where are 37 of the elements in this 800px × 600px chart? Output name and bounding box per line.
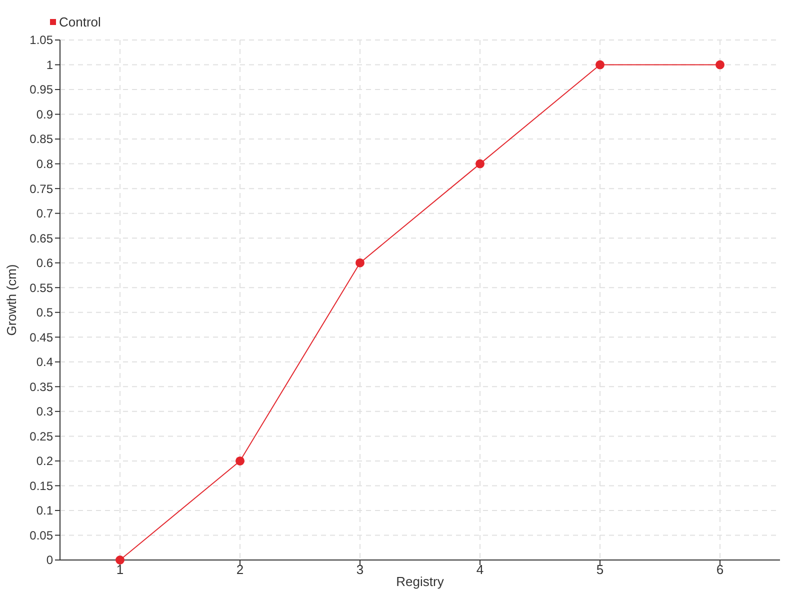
x-tick-label: 1	[116, 562, 124, 577]
y-tick-label: 0.05	[30, 528, 54, 542]
point	[356, 258, 364, 268]
y-tick-label: 0.25	[30, 429, 54, 444]
y-tick-label: 0.45	[30, 330, 54, 344]
point	[596, 60, 604, 70]
y-tick-label: 0.65	[30, 231, 54, 246]
x-tick-label: 3	[356, 562, 364, 577]
x-tick-label: 6	[716, 562, 724, 577]
x-tick-label: 2	[236, 562, 244, 577]
y-tick-label: 0.5	[36, 306, 54, 320]
y-tick-label: 0.2	[36, 454, 54, 468]
y-tick-label: 0.15	[30, 478, 54, 493]
x-axis-title: Registry	[396, 574, 444, 589]
y-tick-label: 0.7	[36, 206, 54, 221]
y-tick-label: 0.1	[36, 504, 54, 518]
x-tick-label: 4	[476, 562, 484, 577]
y-tick-label: 0.6	[36, 256, 54, 270]
y-tick-label: 1	[46, 58, 54, 72]
y-tick-label: 0.85	[30, 132, 54, 146]
y-tick-label: 0.55	[30, 280, 54, 295]
legend-label: Control	[59, 14, 102, 30]
y-tick-label: 0.4	[36, 355, 54, 370]
point	[116, 556, 124, 564]
y-tick-label: 0.95	[30, 82, 54, 97]
y-tick-label: 0	[46, 553, 54, 568]
y-tick-label: 0.9	[36, 107, 54, 122]
y-tick-label: 0.35	[30, 380, 54, 394]
point	[716, 60, 724, 70]
y-tick-label: 0.75	[30, 182, 54, 196]
y-tick-label: 0.8	[36, 157, 54, 172]
x-tick-label: 5	[596, 562, 604, 577]
y-tick-label: 1.05	[30, 33, 54, 48]
point	[476, 159, 484, 168]
point	[236, 456, 244, 466]
y-tick-label: 0.3	[36, 404, 54, 419]
y-axis-title: Growth (cm)	[4, 264, 19, 336]
